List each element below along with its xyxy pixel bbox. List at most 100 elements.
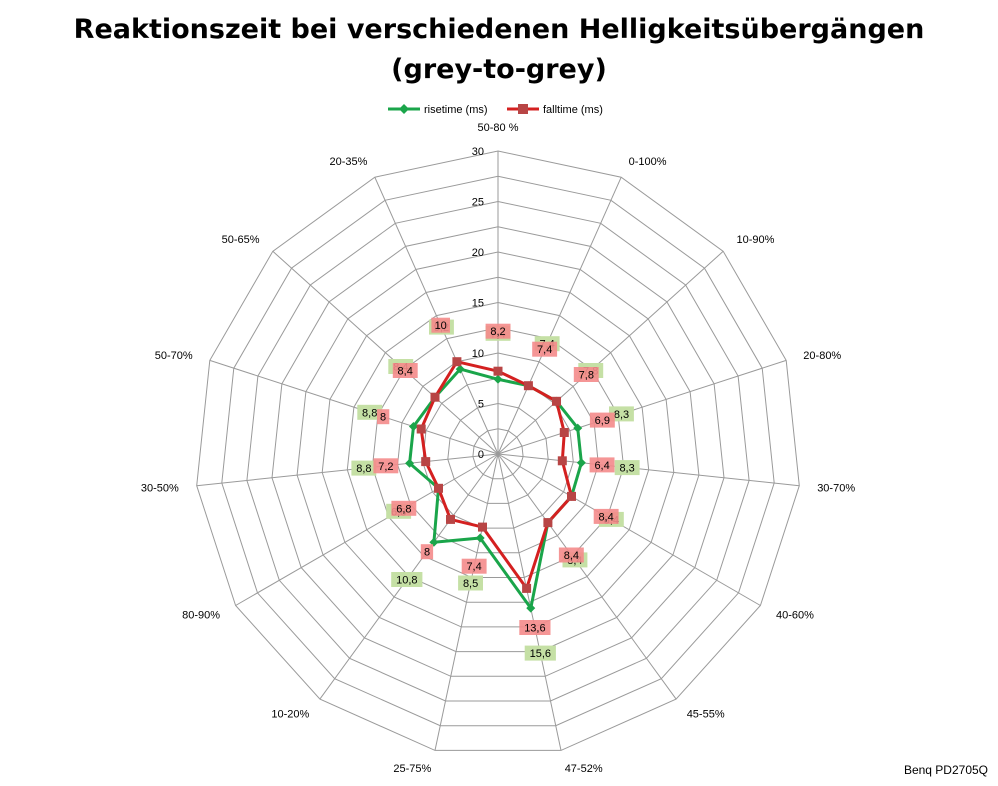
falltime-point [559, 428, 569, 437]
data-label-falltime: 13,6 [524, 623, 545, 635]
data-label-risetime: 10,8 [396, 575, 417, 587]
grid-spoke [272, 250, 499, 455]
grid-spoke [497, 453, 800, 487]
data-label-bg [392, 363, 418, 378]
grid-ring [447, 402, 549, 504]
risetime-point [475, 533, 485, 543]
data-label-falltime: 8 [380, 412, 386, 424]
category-label: 10-90% [737, 234, 775, 246]
grid-spoke [497, 359, 787, 455]
data-label-risetime: 8,3 [614, 409, 629, 421]
category-label: 30-70% [817, 483, 855, 495]
tick-label: 5 [478, 399, 484, 411]
data-label-falltime: 6,8 [396, 503, 411, 515]
grid-ring [321, 276, 675, 628]
category-label: 10-20% [271, 709, 309, 721]
legend-label-risetime: risetime (ms) [424, 104, 488, 116]
falltime-point [421, 457, 431, 467]
category-label: 0-100% [629, 156, 667, 168]
data-label-falltime: 8,4 [398, 366, 413, 378]
tick-label: 20 [472, 247, 484, 259]
category-label: 45-55% [687, 709, 725, 721]
data-label-bg [373, 458, 399, 474]
data-label-bg [593, 508, 619, 524]
data-label-falltime: 7,8 [579, 370, 594, 382]
legend-item-falltime: falltime (ms) [507, 104, 603, 116]
risetime-point [405, 458, 415, 468]
risetime-point [526, 603, 536, 613]
grid-spoke [497, 453, 761, 606]
data-label-bg [351, 460, 377, 476]
grid-spoke [497, 250, 724, 455]
falltime-point [434, 483, 443, 493]
grid-ring [296, 251, 700, 653]
category-label: 50-70% [155, 350, 193, 362]
data-label-bg [377, 409, 390, 425]
data-label-bg [431, 317, 450, 333]
chart-title-line1: Reaktionszeit bei verschiedenen Helligke… [73, 14, 925, 45]
chart-title: Reaktionszeit bei verschiedenen Helligke… [0, 10, 998, 90]
grid-ring [422, 377, 574, 529]
data-label-bg [485, 323, 511, 339]
risetime-point [573, 423, 583, 433]
data-label-bg [458, 575, 483, 591]
radial-axis-ticks: 0 5 10 15 20 25 30 [472, 146, 484, 461]
data-label-falltime: 8,4 [598, 511, 613, 523]
tick-label: 15 [472, 298, 484, 310]
category-label: 80-90% [182, 610, 220, 622]
risetime-point [493, 374, 503, 384]
grid-ring [196, 150, 800, 751]
category-label: 20-35% [329, 156, 367, 168]
data-label-bg [532, 341, 558, 357]
falltime-point [557, 456, 567, 466]
grid-ring [346, 301, 650, 603]
grid-ring [397, 352, 599, 554]
data-label-falltime: 10 [435, 320, 447, 332]
data-label-falltime: 8,2 [490, 326, 505, 338]
falltime-point [478, 522, 487, 532]
falltime-point [430, 392, 440, 402]
data-label-falltime: 8,4 [564, 550, 579, 562]
grid-spoke [497, 176, 622, 455]
data-label-bg [357, 404, 383, 420]
tick-label: 10 [472, 348, 484, 360]
data-label-falltime: 8 [424, 547, 430, 559]
series-line-risetime [408, 367, 583, 610]
data-label-bg [614, 460, 640, 476]
grid-spoke [434, 453, 499, 751]
radar-grid [196, 150, 800, 751]
data-label-risetime: 8,8 [362, 407, 377, 419]
grid-spoke [497, 453, 677, 700]
falltime-point [543, 518, 553, 528]
tick-label: 0 [478, 449, 484, 461]
legend-label-falltime: falltime (ms) [543, 104, 603, 116]
category-label: 30-50% [141, 483, 179, 495]
data-series [405, 357, 586, 613]
falltime-point [522, 583, 532, 593]
data-label-falltime: 6,4 [594, 460, 609, 472]
grid-ring [246, 200, 750, 702]
legend: risetime (ms) falltime (ms) [388, 104, 603, 116]
credit-text: Benq PD2705Q [903, 763, 988, 777]
category-label: 50-80 % [478, 122, 519, 134]
data-label-bg [558, 547, 584, 563]
falltime-point [552, 396, 561, 406]
grid-spoke [497, 453, 562, 751]
grid-spoke [196, 453, 499, 487]
data-label-falltime: 7,4 [537, 344, 552, 356]
category-label: 47-52% [565, 763, 603, 775]
grid-ring [371, 327, 625, 578]
grid-spoke [235, 453, 499, 606]
category-labels: 50-80 % 0-100% 10-90% 20-80% 30-70% 40-60% 45-… [141, 122, 855, 775]
data-label-falltime: 7,2 [378, 461, 393, 473]
data-label-bg [420, 544, 434, 560]
data-label-risetime: 8,8 [356, 463, 371, 475]
tick-label: 25 [472, 197, 484, 209]
grid-ring [221, 175, 775, 727]
data-label-bg [519, 620, 551, 635]
data-label-bg [589, 412, 615, 428]
data-labels: 7,4 7,4 7,8 8,3 8,3 8,4 8,4 15,6 8,5 10,8 6,8 8,8 8,… [351, 317, 640, 661]
legend-item-risetime: risetime (ms) [388, 104, 488, 116]
legend-marker-risetime [399, 104, 409, 114]
